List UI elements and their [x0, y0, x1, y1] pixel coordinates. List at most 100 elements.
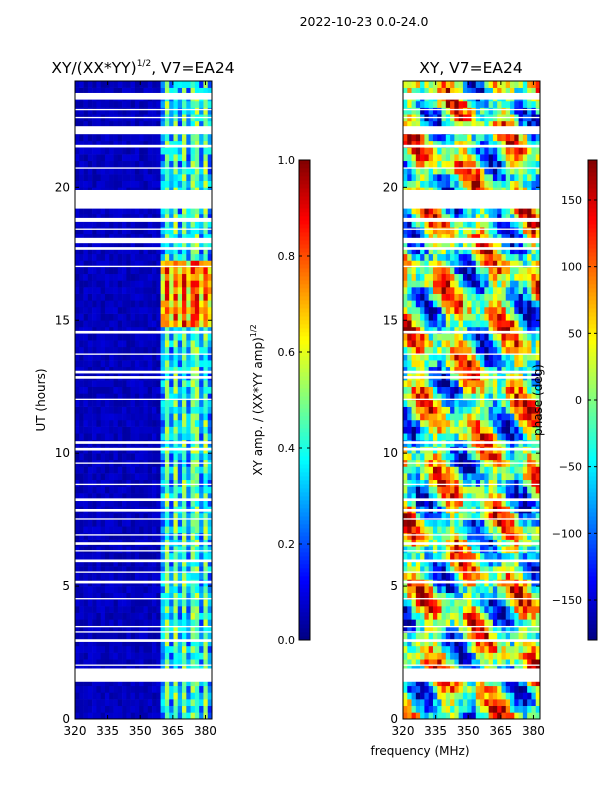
heatmap-cell: [411, 659, 417, 667]
heatmap-cell: [411, 699, 417, 707]
heatmap-cell: [87, 353, 93, 361]
heatmap-cell: [458, 599, 464, 607]
heatmap-cell: [182, 240, 187, 248]
colorbar-swatch: [299, 388, 310, 393]
heatmap-cell: [152, 705, 157, 713]
colorbar-swatch: [299, 360, 310, 365]
heatmap-cell: [411, 512, 417, 520]
heatmap-cell: [424, 499, 429, 507]
heatmap-cell: [182, 167, 187, 175]
heatmap-cell: [415, 619, 421, 627]
heatmap-cell: [497, 419, 502, 427]
flagged-gap: [75, 571, 212, 573]
heatmap-cell: [454, 692, 459, 700]
heatmap-cell: [87, 360, 93, 368]
heatmap-cell: [130, 280, 136, 288]
heatmap-cell: [113, 220, 119, 228]
heatmap-cell: [156, 233, 161, 241]
heatmap-cell: [100, 526, 106, 534]
heatmap-cell: [92, 512, 97, 520]
heatmap-cell: [199, 413, 204, 421]
heatmap-cell: [83, 167, 89, 175]
heatmap-cell: [207, 134, 213, 142]
heatmap-cell: [152, 413, 157, 421]
heatmap-cell: [164, 400, 170, 407]
heatmap-cell: [113, 167, 119, 175]
heatmap-cell: [100, 612, 106, 620]
heatmap-cell: [450, 572, 455, 580]
heatmap-cell: [75, 260, 80, 268]
heatmap-cell: [104, 473, 110, 481]
heatmap-cell: [403, 612, 408, 620]
heatmap-cell: [199, 313, 204, 321]
heatmap-cell: [143, 433, 149, 441]
heatmap-cell: [437, 599, 442, 607]
heatmap-cell: [177, 346, 183, 354]
heatmap-cell: [424, 532, 429, 540]
heatmap-cell: [497, 546, 502, 554]
heatmap-cell: [207, 287, 213, 294]
heatmap-cell: [488, 632, 494, 640]
heatmap-cell: [471, 552, 477, 560]
heatmap-cell: [480, 380, 485, 388]
heatmap-cell: [130, 406, 136, 414]
colorbar-swatch: [299, 288, 310, 293]
heatmap-cell: [152, 247, 157, 255]
heatmap-cell: [100, 692, 106, 700]
heatmap-cell: [152, 353, 157, 361]
heatmap-cell: [152, 253, 157, 261]
heatmap-cell: [177, 645, 183, 653]
heatmap-cell: [194, 134, 200, 142]
heatmap-cell: [407, 559, 412, 567]
heatmap-cell: [104, 107, 110, 115]
heatmap-cell: [420, 393, 425, 401]
heatmap-cell: [130, 699, 136, 707]
heatmap-cell: [156, 260, 161, 268]
heatmap-cell: [467, 413, 472, 421]
heatmap-cell: [126, 81, 131, 88]
heatmap-cell: [75, 552, 80, 560]
heatmap-cell: [143, 479, 149, 487]
x-tick-label: 350: [129, 724, 152, 738]
heatmap-cell: [497, 479, 502, 487]
heatmap-cell: [182, 433, 187, 441]
heatmap-cell: [169, 426, 174, 434]
heatmap-cell: [407, 512, 412, 520]
heatmap-cell: [109, 267, 114, 275]
heatmap-cell: [139, 240, 144, 248]
heatmap-cell: [134, 300, 140, 308]
heatmap-cell: [156, 532, 161, 540]
heatmap-cell: [173, 293, 179, 301]
heatmap-cell: [147, 493, 153, 500]
heatmap-cell: [169, 413, 174, 421]
heatmap-cell: [199, 81, 204, 88]
heatmap-cell: [403, 572, 408, 580]
heatmap-cell: [420, 625, 425, 633]
heatmap-cell: [75, 599, 80, 607]
heatmap-cell: [143, 360, 149, 368]
heatmap-cell: [156, 213, 161, 221]
heatmap-cell: [160, 293, 166, 301]
heatmap-cell: [522, 659, 528, 667]
heatmap-cell: [156, 240, 161, 248]
heatmap-cell: [420, 466, 425, 474]
heatmap-cell: [152, 340, 157, 348]
heatmap-cell: [182, 532, 187, 540]
heatmap-cell: [173, 519, 179, 527]
heatmap-cell: [454, 699, 459, 707]
heatmap-cell: [527, 566, 532, 574]
heatmap-cell: [113, 479, 119, 487]
heatmap-cell: [462, 572, 468, 580]
heatmap-cell: [130, 306, 136, 314]
heatmap-cell: [514, 566, 519, 574]
heatmap-cell: [190, 260, 196, 268]
heatmap-cell: [207, 346, 213, 354]
heatmap-cell: [432, 366, 438, 374]
heatmap-cell: [177, 400, 183, 407]
heatmap-cell: [177, 140, 183, 148]
heatmap-cell: [147, 426, 153, 434]
heatmap-cell: [139, 592, 144, 600]
heatmap-cell: [156, 599, 161, 607]
heatmap-cell: [147, 499, 153, 507]
heatmap-cell: [134, 180, 140, 188]
